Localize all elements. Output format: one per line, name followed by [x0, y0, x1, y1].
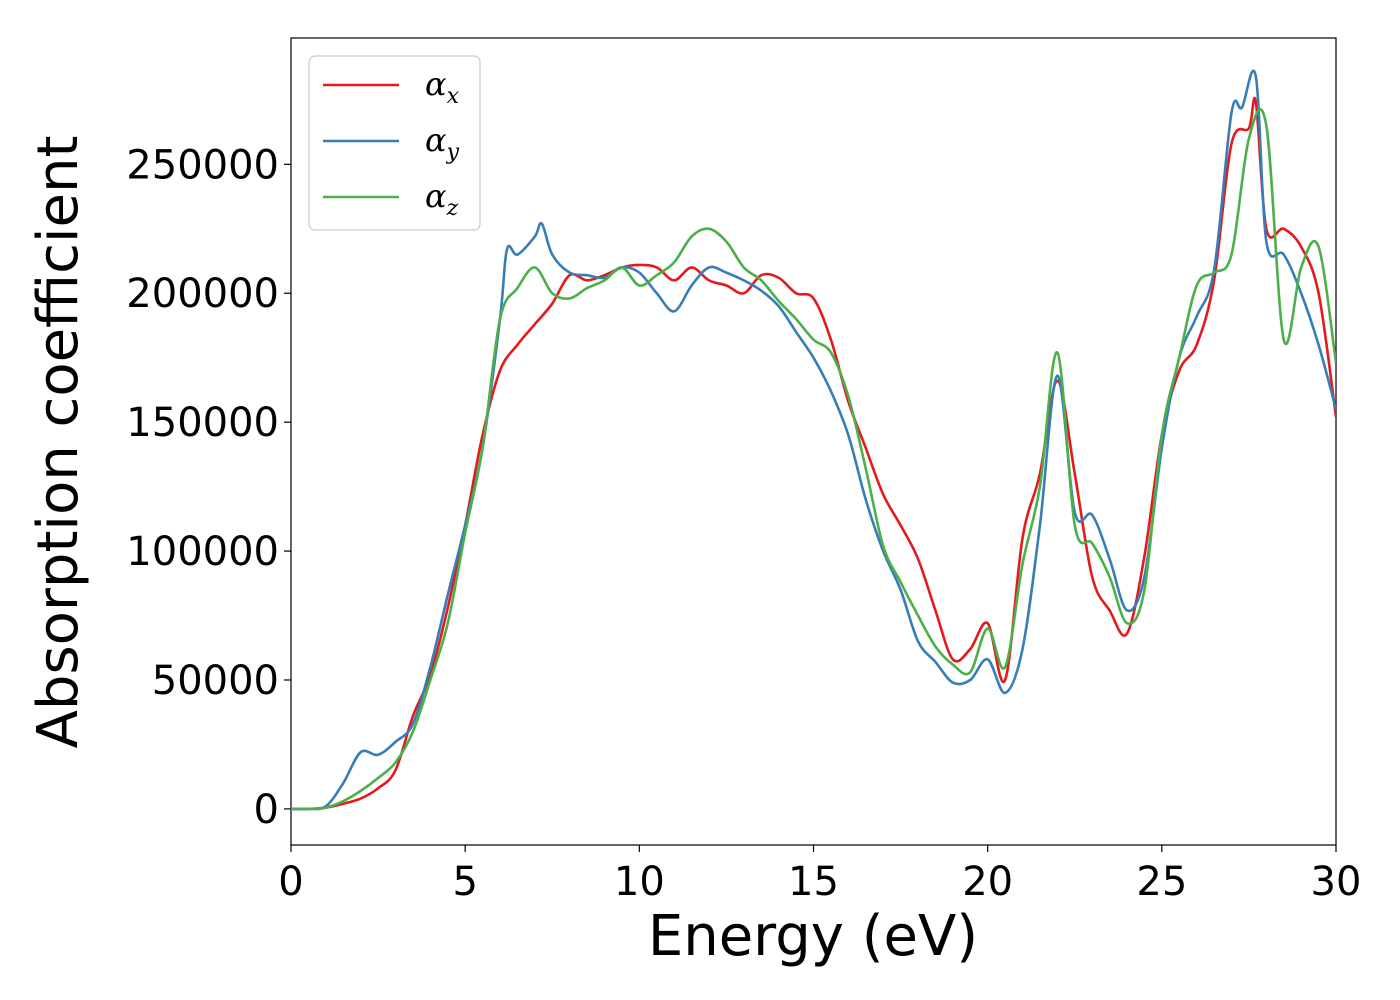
x-tick-label: 25 [1136, 859, 1187, 905]
legend-symbol: α [425, 121, 447, 159]
series-lines [291, 69, 1336, 811]
y-tick-label: 250000 [126, 142, 279, 188]
legend-symbol: α [425, 65, 447, 103]
series-line-x [291, 97, 1336, 811]
x-axis-ticks: 0 5 10 15 20 25 30 [278, 845, 1361, 905]
legend-symbol: α [425, 177, 447, 215]
legend-subscript: y [446, 140, 460, 165]
x-tick-label: 20 [962, 859, 1013, 905]
y-axis-ticks: 0 50000 100000 150000 200000 250000 [126, 142, 291, 833]
y-tick-label: 0 [254, 787, 279, 833]
x-tick-label: 15 [788, 859, 839, 905]
x-tick-label: 30 [1311, 859, 1362, 905]
legend-subscript: z [446, 196, 459, 221]
y-tick-label: 200000 [126, 271, 279, 317]
y-tick-label: 50000 [152, 658, 279, 704]
y-tick-label: 150000 [126, 400, 279, 446]
y-tick-label: 100000 [126, 529, 279, 575]
x-axis-label: Energy (eV) [648, 904, 978, 969]
x-tick-label: 0 [278, 859, 303, 905]
y-axis-label: Absorption coefficient [26, 136, 91, 749]
x-tick-label: 10 [614, 859, 665, 905]
legend-box [308, 55, 481, 231]
legend-label-x: αx [425, 65, 460, 109]
series-line-z [291, 108, 1336, 811]
legend-subscript: x [447, 84, 460, 109]
legend-label-y: αy [425, 121, 460, 165]
legend-label-z: αz [425, 177, 459, 221]
x-tick-label: 5 [452, 859, 477, 905]
